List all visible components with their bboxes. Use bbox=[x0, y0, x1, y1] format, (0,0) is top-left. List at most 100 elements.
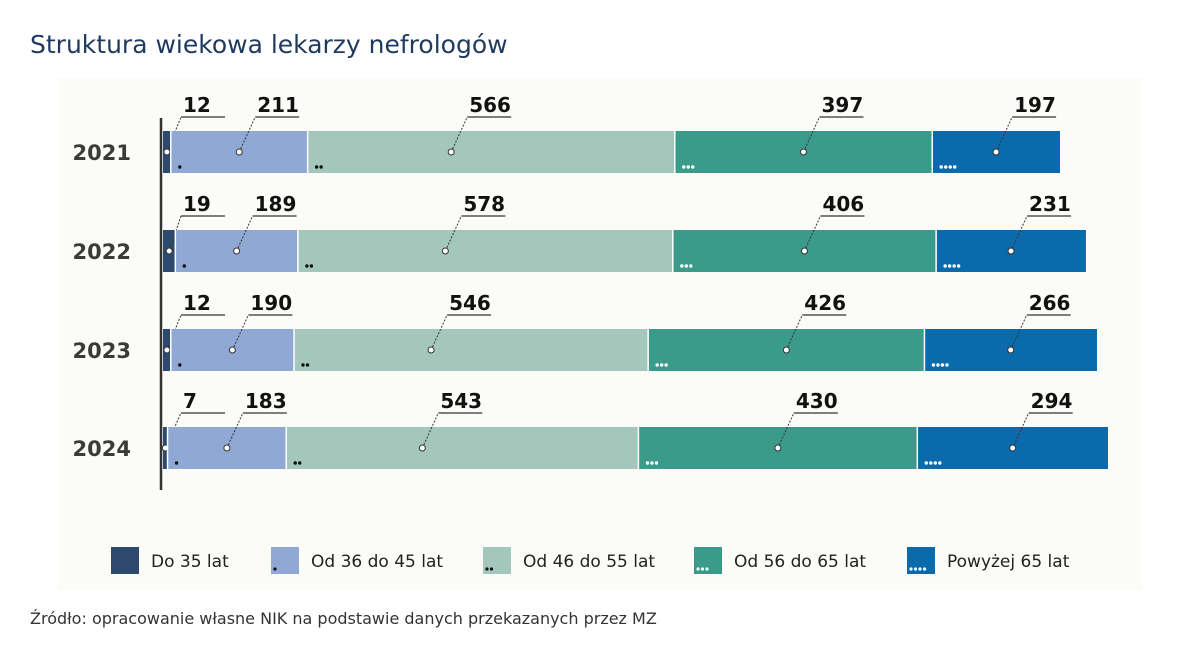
pattern-dot bbox=[650, 461, 654, 465]
pattern-dot bbox=[940, 363, 945, 367]
data-label: 426 bbox=[804, 291, 846, 315]
label-marker bbox=[992, 148, 1000, 156]
label-marker bbox=[774, 444, 782, 452]
leader-line bbox=[450, 116, 468, 153]
y-tick-label: 2023 bbox=[73, 339, 131, 363]
pattern-dot bbox=[654, 461, 659, 465]
bar-segment bbox=[294, 329, 649, 371]
label-marker bbox=[427, 346, 435, 354]
bar-segment bbox=[286, 427, 639, 469]
legend-label: Powyżej 65 lat bbox=[947, 552, 1070, 572]
legend-label: Do 35 lat bbox=[151, 552, 229, 572]
label-marker bbox=[441, 247, 449, 255]
legend-pattern-dot bbox=[485, 567, 489, 571]
data-label: 406 bbox=[822, 192, 864, 216]
source-note: Źródło: opracowanie własne NIK na podsta… bbox=[30, 609, 657, 628]
pattern-dot bbox=[691, 165, 695, 169]
data-label: 397 bbox=[821, 93, 863, 117]
pattern-dot bbox=[645, 461, 650, 465]
label-marker bbox=[800, 247, 808, 255]
pattern-dot bbox=[924, 461, 929, 465]
label-marker bbox=[447, 148, 455, 156]
legend-pattern-dot bbox=[696, 567, 700, 571]
leader-line bbox=[785, 314, 803, 351]
pattern-dot bbox=[939, 165, 943, 169]
label-marker bbox=[782, 346, 790, 354]
y-tick-label: 2024 bbox=[73, 437, 131, 461]
leader-line bbox=[804, 215, 821, 252]
leader-line bbox=[444, 215, 462, 252]
pattern-dot bbox=[929, 461, 933, 465]
pattern-dot bbox=[933, 461, 938, 465]
data-label: 543 bbox=[440, 389, 482, 413]
label-marker bbox=[418, 444, 426, 452]
label-marker bbox=[233, 247, 241, 255]
leader-line bbox=[995, 116, 1013, 153]
data-label: 266 bbox=[1029, 291, 1071, 315]
leader-line bbox=[1012, 412, 1030, 449]
pattern-dot bbox=[655, 363, 659, 367]
bar-segment bbox=[307, 131, 675, 173]
leader-line bbox=[1010, 314, 1028, 351]
label-marker bbox=[1007, 247, 1015, 255]
pattern-dot bbox=[956, 264, 961, 268]
leader-line bbox=[226, 412, 244, 449]
pattern-dot bbox=[948, 165, 952, 169]
pattern-dot bbox=[931, 363, 936, 367]
leader-line bbox=[430, 314, 448, 351]
pattern-dot bbox=[684, 264, 688, 268]
pattern-dot bbox=[936, 363, 940, 367]
pattern-dot bbox=[314, 165, 319, 169]
data-label: 546 bbox=[449, 291, 491, 315]
legend-label: Od 36 do 45 lat bbox=[311, 552, 443, 572]
pattern-dot bbox=[686, 165, 690, 169]
pattern-dot bbox=[298, 461, 302, 465]
pattern-dot bbox=[305, 264, 309, 268]
legend-pattern-dot bbox=[700, 567, 705, 571]
leader-line bbox=[421, 412, 439, 449]
leader-line bbox=[803, 116, 820, 153]
pattern-dot bbox=[682, 165, 686, 169]
data-label: 231 bbox=[1029, 192, 1071, 216]
y-tick-label: 2022 bbox=[73, 240, 131, 264]
legend-label: Od 46 do 55 lat bbox=[523, 552, 655, 572]
legend-pattern-dot bbox=[273, 567, 277, 571]
label-marker bbox=[1007, 346, 1015, 354]
data-label: 183 bbox=[245, 389, 287, 413]
leader-line bbox=[1010, 215, 1028, 252]
pattern-dot bbox=[319, 165, 323, 169]
leader-line bbox=[238, 116, 256, 153]
data-label: 430 bbox=[796, 389, 838, 413]
pattern-dot bbox=[659, 363, 664, 367]
y-tick-label: 2021 bbox=[73, 141, 131, 165]
pattern-dot bbox=[305, 363, 310, 367]
label-marker bbox=[228, 346, 236, 354]
data-label: 12 bbox=[183, 93, 211, 117]
pattern-dot bbox=[680, 264, 684, 268]
legend-label: Od 56 do 65 lat bbox=[734, 552, 866, 572]
legend-pattern-dot bbox=[922, 567, 927, 571]
legend-pattern-dot bbox=[705, 567, 709, 571]
pattern-dot bbox=[182, 264, 187, 268]
legend-pattern-dot bbox=[909, 567, 913, 571]
data-label: 189 bbox=[255, 192, 297, 216]
data-label: 19 bbox=[183, 192, 211, 216]
leader-line bbox=[777, 412, 795, 449]
pattern-dot bbox=[178, 363, 182, 367]
pattern-dot bbox=[664, 363, 668, 367]
leader-line bbox=[236, 215, 254, 252]
legend-pattern-dot bbox=[913, 567, 918, 571]
label-marker bbox=[165, 247, 173, 255]
pattern-dot bbox=[947, 264, 952, 268]
pattern-dot bbox=[953, 165, 957, 169]
pattern-dot bbox=[293, 461, 297, 465]
data-label: 211 bbox=[257, 93, 299, 117]
label-marker bbox=[163, 346, 171, 354]
data-label: 7 bbox=[183, 389, 197, 413]
pattern-dot bbox=[309, 264, 314, 268]
bar-segment bbox=[297, 230, 673, 272]
pattern-dot bbox=[174, 461, 179, 465]
pattern-dot bbox=[178, 165, 182, 169]
label-marker bbox=[235, 148, 243, 156]
